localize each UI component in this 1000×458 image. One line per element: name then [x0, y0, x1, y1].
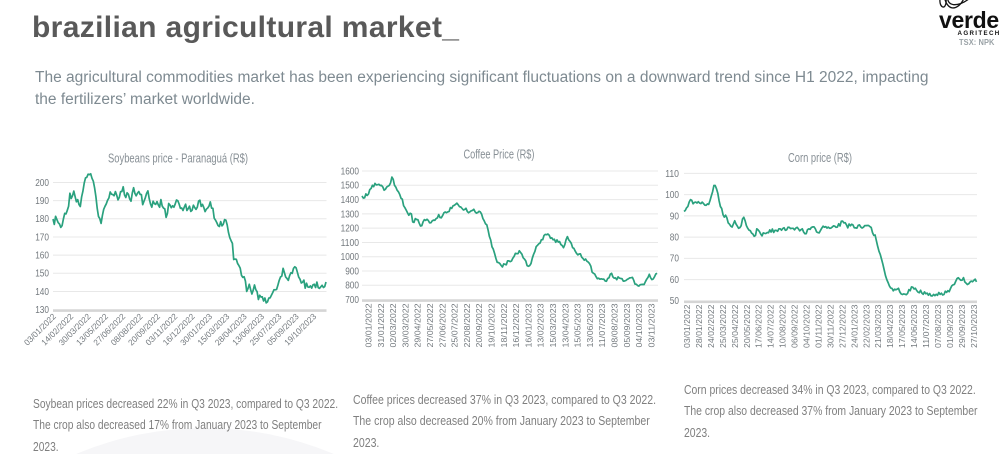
svg-text:25/03/2022: 25/03/2022	[718, 304, 728, 348]
svg-text:30/03/2022: 30/03/2022	[400, 303, 410, 347]
svg-text:27/12/2022: 27/12/2022	[837, 304, 847, 348]
svg-text:Corn price (R$): Corn price (R$)	[788, 151, 852, 165]
svg-text:20/09/2022: 20/09/2022	[474, 303, 484, 347]
svg-text:04/10/2022: 04/10/2022	[802, 304, 812, 348]
svg-text:1000: 1000	[341, 252, 360, 263]
svg-text:02/03/2022: 02/03/2022	[388, 303, 398, 347]
svg-text:16/12/2022: 16/12/2022	[511, 303, 521, 347]
svg-text:25/07/2022: 25/07/2022	[450, 303, 460, 347]
svg-text:14/06/2023: 14/06/2023	[909, 304, 919, 348]
svg-text:17/05/2023: 17/05/2023	[897, 304, 907, 348]
svg-text:27/05/2022: 27/05/2022	[425, 303, 435, 347]
svg-text:180: 180	[35, 214, 49, 225]
svg-text:150: 150	[35, 269, 49, 280]
svg-text:03/11/2023: 03/11/2023	[646, 303, 656, 347]
svg-text:170: 170	[35, 232, 49, 243]
svg-text:18/04/2023: 18/04/2023	[885, 304, 895, 348]
svg-text:27/10/2023: 27/10/2023	[969, 304, 979, 348]
svg-text:04/10/2023: 04/10/2023	[634, 303, 644, 347]
svg-text:15/05/2023: 15/05/2023	[573, 303, 583, 347]
svg-text:1300: 1300	[341, 209, 360, 220]
svg-text:1500: 1500	[341, 181, 360, 192]
svg-text:21/03/2023: 21/03/2023	[873, 304, 883, 348]
svg-text:08/08/2023: 08/08/2023	[610, 303, 620, 347]
svg-text:16/01/2023: 16/01/2023	[523, 303, 533, 347]
svg-text:140: 140	[35, 287, 49, 298]
svg-text:24/02/2022: 24/02/2022	[706, 304, 716, 348]
svg-text:190: 190	[35, 196, 49, 207]
svg-text:24/01/2023: 24/01/2023	[849, 304, 859, 348]
svg-text:29/09/2023: 29/09/2023	[957, 304, 967, 348]
svg-text:130: 130	[35, 305, 49, 316]
svg-text:10/08/2022: 10/08/2022	[778, 304, 788, 348]
svg-text:31/01/2022: 31/01/2022	[376, 303, 386, 347]
svg-text:20/05/2022: 20/05/2022	[742, 304, 752, 348]
svg-text:60: 60	[670, 275, 680, 286]
svg-text:50: 50	[670, 296, 680, 307]
svg-text:Coffee Price (R$): Coffee Price (R$)	[464, 148, 535, 162]
svg-text:29/04/2022: 29/04/2022	[413, 303, 423, 347]
svg-text:14/07/2022: 14/07/2022	[766, 304, 776, 348]
svg-text:100: 100	[665, 190, 679, 201]
svg-text:07/08/2023: 07/08/2023	[933, 304, 943, 348]
svg-text:17/06/2022: 17/06/2022	[754, 304, 764, 348]
svg-text:01/11/2022: 01/11/2022	[813, 304, 823, 348]
svg-text:160: 160	[35, 251, 49, 262]
svg-text:13/04/2023: 13/04/2023	[560, 303, 570, 347]
svg-text:22/02/2023: 22/02/2023	[861, 304, 871, 348]
svg-text:28/01/2022: 28/01/2022	[694, 304, 704, 348]
svg-text:11/07/2023: 11/07/2023	[597, 303, 607, 347]
svg-text:80: 80	[670, 233, 680, 244]
svg-text:900: 900	[345, 266, 359, 277]
svg-text:03/01/2022: 03/01/2022	[364, 303, 374, 347]
svg-text:110: 110	[665, 169, 679, 180]
svg-text:05/09/2023: 05/09/2023	[622, 303, 632, 347]
svg-text:22/08/2022: 22/08/2022	[462, 303, 472, 347]
svg-text:13/02/2023: 13/02/2023	[536, 303, 546, 347]
svg-text:11/07/2023: 11/07/2023	[921, 304, 931, 348]
svg-text:18/11/2022: 18/11/2022	[499, 303, 509, 347]
svg-text:1200: 1200	[341, 224, 360, 235]
svg-text:700: 700	[345, 295, 359, 306]
svg-text:13/06/2023: 13/06/2023	[585, 303, 595, 347]
svg-text:70: 70	[670, 254, 680, 265]
svg-text:200: 200	[35, 178, 49, 189]
svg-text:25/04/2022: 25/04/2022	[730, 304, 740, 348]
svg-text:1600: 1600	[341, 166, 360, 177]
svg-text:1100: 1100	[341, 238, 360, 249]
svg-text:27/06/2022: 27/06/2022	[437, 303, 447, 347]
svg-text:90: 90	[670, 211, 680, 222]
svg-text:1400: 1400	[341, 195, 360, 206]
svg-text:15/03/2023: 15/03/2023	[548, 303, 558, 347]
svg-text:03/01/2022: 03/01/2022	[682, 304, 692, 348]
svg-text:01/09/2023: 01/09/2023	[945, 304, 955, 348]
svg-text:30/11/2022: 30/11/2022	[825, 304, 835, 348]
svg-text:06/09/2022: 06/09/2022	[790, 304, 800, 348]
svg-text:800: 800	[345, 281, 359, 292]
svg-text:Soybeans price - Paranaguá (R$: Soybeans price - Paranaguá (R$)	[108, 151, 248, 165]
svg-text:19/10/2022: 19/10/2022	[487, 303, 497, 347]
